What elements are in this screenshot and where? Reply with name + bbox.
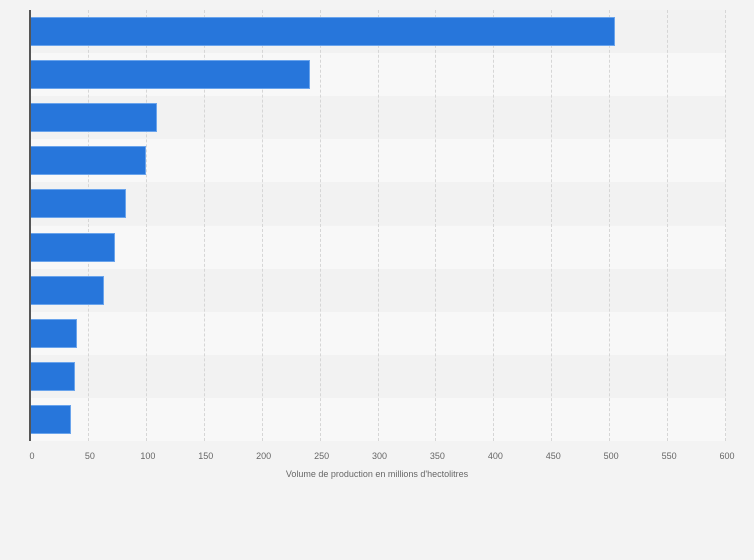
gridline	[493, 10, 495, 441]
bar[interactable]	[30, 189, 127, 219]
y-axis-line	[29, 10, 31, 441]
bar[interactable]	[30, 361, 76, 391]
x-axis-label: Volume de production en millions d'hecto…	[285, 469, 469, 479]
x-tick-label: 550	[661, 451, 677, 461]
x-tick-label: 500	[603, 451, 619, 461]
gridline	[145, 10, 147, 441]
x-tick-label: 450	[545, 451, 561, 461]
x-tick-label: 350	[429, 451, 445, 461]
bar[interactable]	[30, 404, 71, 434]
x-tick-label: 200	[256, 451, 272, 461]
gridline	[261, 10, 263, 441]
bar[interactable]	[30, 17, 615, 47]
gridline	[551, 10, 553, 441]
gridline	[725, 10, 726, 441]
gridline	[203, 10, 205, 441]
x-tick-label: 150	[198, 451, 214, 461]
bar[interactable]	[30, 60, 311, 90]
x-tick-label: 100	[140, 451, 156, 461]
bar[interactable]	[30, 275, 105, 305]
x-tick-label: 250	[314, 451, 330, 461]
bar[interactable]	[30, 103, 158, 133]
gridline	[435, 10, 437, 441]
x-tick-label: 600	[719, 451, 735, 461]
x-tick-label: 0	[29, 451, 35, 461]
gridline	[87, 10, 89, 441]
x-tick-label: 400	[487, 451, 503, 461]
x-tick-label: 50	[84, 451, 95, 461]
gridline	[319, 10, 321, 441]
chart-plot-area	[29, 10, 726, 441]
gridline	[609, 10, 611, 441]
bar[interactable]	[30, 146, 146, 176]
bar[interactable]	[30, 318, 78, 348]
bar[interactable]	[30, 232, 115, 262]
gridline	[377, 10, 379, 441]
x-tick-label: 300	[371, 451, 388, 461]
gridline	[667, 10, 669, 441]
